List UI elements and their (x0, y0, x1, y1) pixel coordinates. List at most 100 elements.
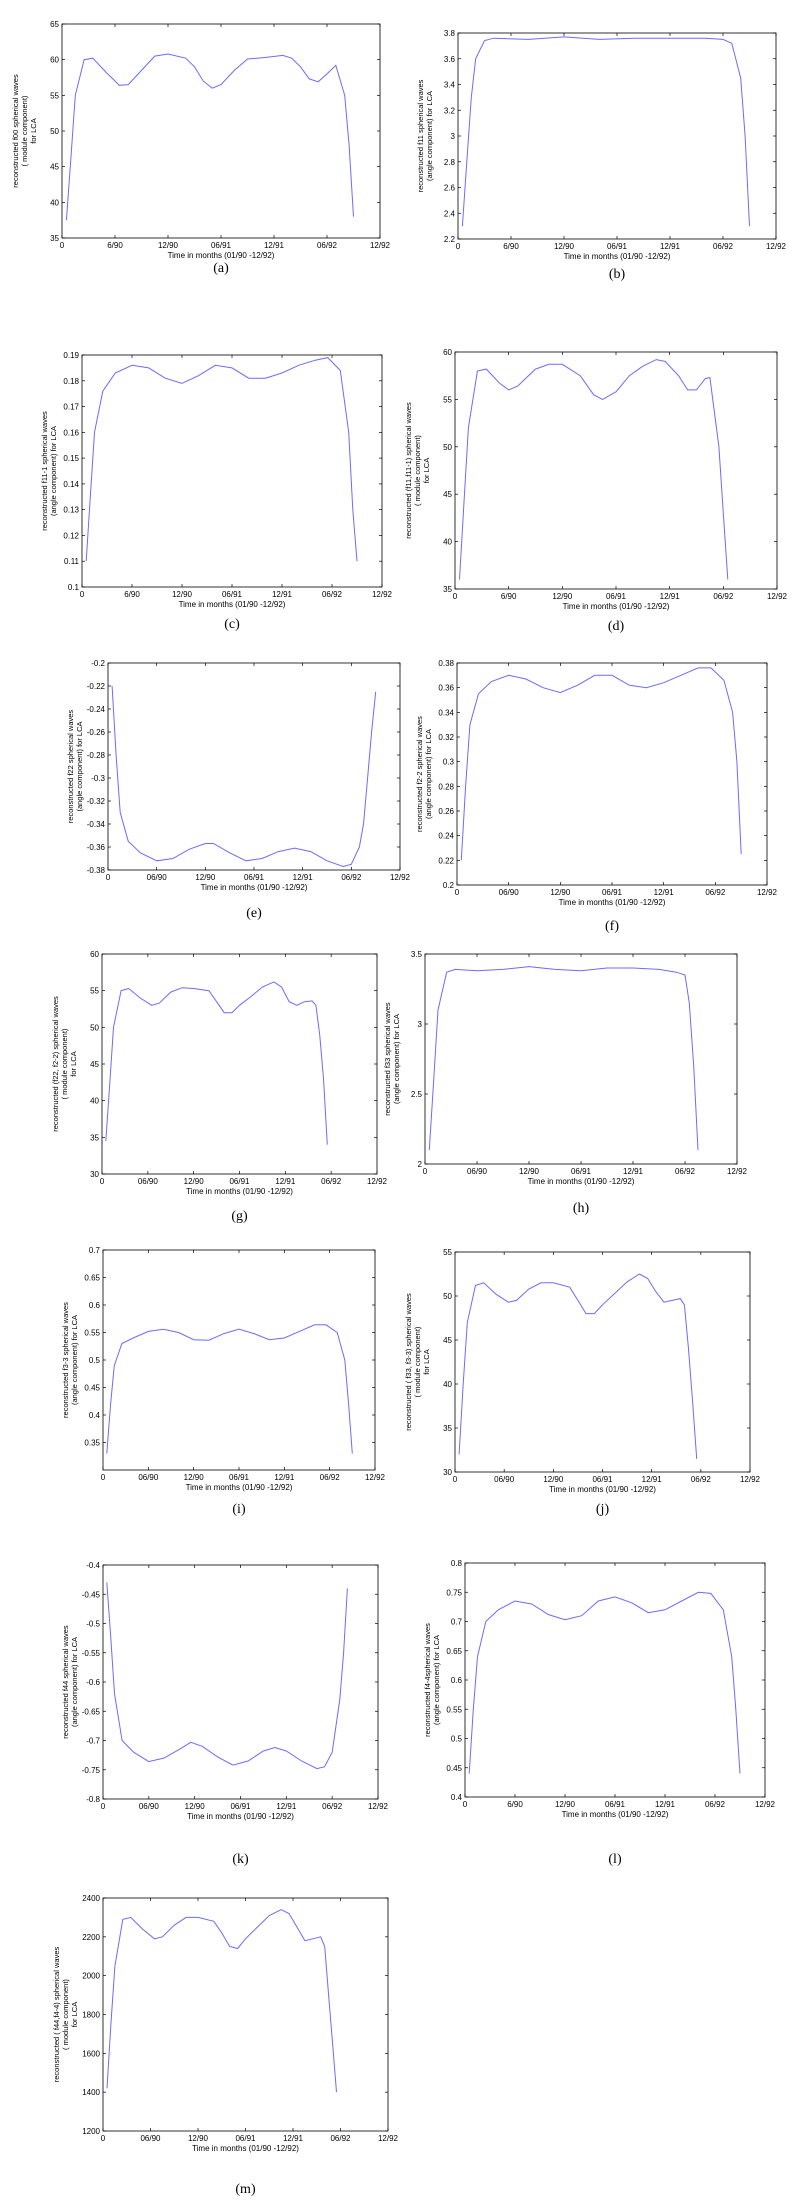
x-tick-label: 12/91 (272, 590, 293, 599)
y-tick-label: 0.22 (438, 856, 454, 865)
y-axis-label: (angle component) for LCA (425, 91, 434, 181)
y-tick-label: 2.4 (444, 209, 456, 218)
x-axis-label: Time in months (01/90 -12/92) (563, 602, 670, 611)
x-tick-label: 06/90 (138, 1473, 159, 1482)
y-tick-label: 0.7 (89, 1246, 101, 1255)
y-tick-label: 0.1 (68, 583, 80, 592)
chart-k: 0 06/90 12/90 06/91 12/91 06/92 12/92 -0.8 -0.75… (61, 1561, 389, 1867)
x-axis-label: Time in months (01/90 -12/92) (549, 1485, 656, 1494)
x-tick-label: 06/91 (235, 2134, 256, 2143)
series-line (85, 357, 358, 562)
chart-m: 0 06/90 12/90 06/91 12/91 06/92 12/92 1200 1400 1… (52, 1894, 399, 2197)
x-tick-label: 12/90 (184, 1473, 205, 1482)
x-axis-label: Time in months (01/90 -12/92) (168, 251, 275, 260)
x-tick-label: 06/92 (713, 592, 734, 601)
series-line (106, 1582, 348, 1770)
chart-c: 0 6/90 12/90 06/91 12/91 06/92 12/92 0.1 0.11 0.1… (40, 351, 393, 632)
x-tick-label: 06/90 (139, 1802, 160, 1811)
y-tick-label: -0.5 (86, 1620, 100, 1629)
x-tick-label: 12/91 (276, 1802, 297, 1811)
y-axis-label: reconstructed f00 spherical waves (11, 74, 20, 188)
x-tick-label: 06/92 (705, 888, 726, 897)
x-tick-label: 06/92 (320, 1473, 341, 1482)
x-tick-label: 0 (453, 592, 458, 601)
x-tick-label: 12/90 (550, 888, 571, 897)
y-tick-label: 60 (90, 950, 99, 959)
x-tick-label: 12/92 (390, 873, 411, 882)
y-axis-label: reconstructed (f22, f2-2) spherical wave… (51, 996, 60, 1132)
plot-frame (454, 351, 778, 590)
y-tick-label: 2000 (82, 1972, 100, 1981)
y-tick-label: 2 (418, 1160, 423, 1169)
y-axis-label: reconstructed f33 spherical waves (383, 1002, 392, 1116)
x-tick-label: 12/91 (274, 1473, 295, 1482)
x-tick-label: 12/92 (368, 1802, 389, 1811)
x-tick-label: 12/90 (519, 1167, 540, 1176)
x-tick-label: 06/91 (230, 1802, 251, 1811)
y-tick-label: 0.5 (89, 1356, 101, 1365)
series-line (459, 359, 729, 580)
figure-caption: (h) (573, 1201, 590, 1216)
x-tick-label: 6/90 (507, 1800, 523, 1809)
x-tick-label: 12/90 (555, 1800, 576, 1809)
x-tick-label: 0 (101, 1802, 106, 1811)
x-tick-label: 0 (101, 2134, 106, 2143)
plot-frame (107, 662, 401, 871)
y-tick-label: 40 (50, 198, 59, 207)
y-tick-label: -0.34 (87, 820, 106, 829)
y-tick-label: -0.45 (82, 1590, 101, 1599)
x-tick-label: 12/91 (623, 1167, 644, 1176)
x-tick-label: 06/90 (138, 1177, 159, 1186)
x-tick-label: 12/90 (185, 1802, 206, 1811)
y-axis-label: reconstructed f11 spherical waves (416, 79, 425, 192)
chart-l: 0 6/90 12/90 06/91 12/91 06/92 12/92 0.4 0.45 0.5… (423, 1559, 776, 1867)
y-axis-label: ( module component) (61, 1979, 70, 2050)
y-tick-label: 2.6 (444, 184, 456, 193)
y-tick-label: 2.8 (444, 158, 456, 167)
y-tick-label: 1200 (82, 2127, 100, 2136)
y-tick-label: 0.6 (451, 1676, 463, 1685)
x-tick-label: 0 (101, 1473, 106, 1482)
x-tick-label: 0 (455, 888, 460, 897)
chart-j: 0 06/90 12/90 06/91 12/91 06/92 12/92 30 35 40 45 5… (404, 1248, 761, 1517)
y-tick-label: 35 (50, 234, 59, 243)
x-axis-label: Time in months (01/90 -12/92) (187, 1812, 294, 1821)
y-tick-label: 60 (443, 348, 452, 357)
chart-e: 0 06/90 12/90 06/91 12/91 06/92 12/92 -0.38 -0.3… (66, 659, 411, 921)
x-tick-label: 6/90 (503, 242, 519, 251)
y-tick-label: -0.65 (82, 1707, 101, 1716)
y-tick-label: 45 (90, 1060, 99, 1069)
y-tick-label: 45 (50, 163, 59, 172)
y-tick-label: -0.26 (87, 728, 106, 737)
series-line (105, 981, 328, 1145)
y-tick-label: 2200 (82, 1933, 100, 1942)
series-line (458, 1273, 698, 1459)
y-tick-label: 0.55 (446, 1705, 462, 1714)
y-axis-label: (angle component) for LCA (392, 1014, 401, 1104)
x-tick-label: 06/92 (705, 1800, 726, 1809)
y-axis-label: reconstructed f4-4spherical waves (423, 1623, 432, 1737)
plot-frame (102, 1249, 376, 1471)
x-tick-label: 12/90 (184, 1177, 205, 1186)
chart-d: 0 6/90 12/90 06/91 12/91 06/92 12/92 35 40 45 50 55… (404, 348, 788, 634)
y-axis-label: for LCA (69, 1051, 78, 1076)
y-tick-label: 0.38 (438, 659, 454, 668)
y-axis-label: for LCA (70, 2002, 79, 2027)
x-tick-label: 06/92 (341, 873, 362, 882)
x-tick-label: 06/90 (147, 873, 168, 882)
x-tick-label: 12/91 (642, 1475, 663, 1484)
y-tick-label: -0.2 (91, 659, 105, 668)
y-tick-label: 40 (90, 1097, 99, 1106)
y-tick-label: 0.6 (89, 1301, 101, 1310)
y-tick-label: 0.55 (84, 1329, 100, 1338)
y-tick-label: 3 (451, 132, 456, 141)
y-axis-label: reconstructed f2-2 spherical waves (415, 716, 424, 832)
x-tick-label: 6/90 (107, 241, 123, 250)
plot-frame (454, 1251, 751, 1473)
y-tick-label: 3.8 (444, 29, 456, 38)
x-tick-label: 12/90 (188, 2134, 209, 2143)
y-tick-label: -0.8 (86, 1795, 100, 1804)
x-tick-label: 12/90 (195, 873, 216, 882)
x-tick-label: 12/90 (172, 590, 193, 599)
figure-caption: (d) (608, 619, 625, 634)
